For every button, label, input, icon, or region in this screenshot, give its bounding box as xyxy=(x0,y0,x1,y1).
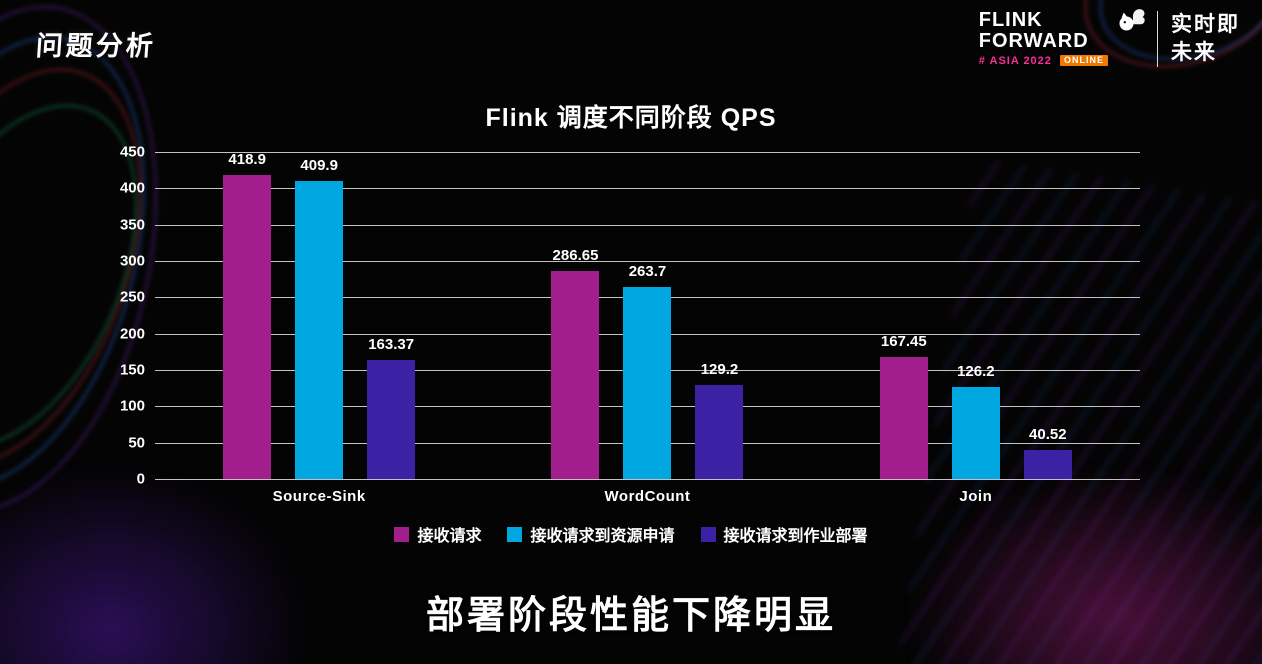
gridline xyxy=(155,188,1140,190)
gridline xyxy=(155,479,1140,480)
flink-squirrel-icon xyxy=(1112,3,1146,38)
logo-subline: # ASIA 2022 ONLINE xyxy=(978,54,1108,67)
logo-divider xyxy=(1157,10,1158,67)
bar-value-label: 263.7 xyxy=(628,263,667,281)
legend-swatch xyxy=(700,526,716,542)
bar-value-label: 167.45 xyxy=(880,333,927,351)
plot-area: 418.9 409.9 163.37 286.65 263.7 129.2 167.45 12… xyxy=(155,151,1140,480)
online-badge: ONLINE xyxy=(1059,54,1108,66)
legend-label: 接收请求 xyxy=(417,528,482,545)
bar: 40.52 xyxy=(1023,426,1072,479)
legend: 接收请求 接收请求到资源申请 接收请求到作业部署 xyxy=(0,522,1262,546)
gridline xyxy=(155,261,1140,262)
logo-line-forward: FORWARD xyxy=(978,29,1089,52)
y-axis: 450 400 350 300 250 200 150 100 50 0 xyxy=(90,144,145,488)
category-label: Join xyxy=(959,488,993,505)
footer-headline: 部署阶段性能下降明显 xyxy=(425,595,836,637)
bar: 126.2 xyxy=(951,363,1000,479)
y-tick-label: 350 xyxy=(119,216,145,234)
page-title: 问题分析 xyxy=(34,31,157,61)
bar: 163.37 xyxy=(367,336,416,479)
y-tick-label: 150 xyxy=(119,361,145,379)
y-tick-label: 50 xyxy=(128,434,145,452)
logo-line-flink: FLINK xyxy=(978,9,1043,31)
logo-text-block: FLINK FORWARD # ASIA 2022 ONLINE xyxy=(978,9,1145,67)
legend-swatch xyxy=(394,526,410,542)
bar: 286.65 xyxy=(551,247,600,479)
bar-group-wordcount: 286.65 263.7 129.2 xyxy=(483,152,811,479)
bar-value-label: 286.65 xyxy=(552,246,599,264)
chart-title: Flink 调度不同阶段 QPS xyxy=(485,104,777,132)
y-tick-label: 400 xyxy=(119,179,145,197)
bar: 167.45 xyxy=(879,333,928,479)
legend-label: 接收请求到资源申请 xyxy=(530,528,675,545)
logo-hash: # xyxy=(978,54,986,67)
bar-group-join: 167.45 126.2 40.52 xyxy=(812,152,1140,479)
legend-item: 接收请求到作业部署 xyxy=(700,522,868,546)
legend-item: 接收请求 xyxy=(394,522,481,546)
tagline-line1: 实时即 xyxy=(1171,13,1240,37)
flink-forward-logo: FLINK FORWARD # ASIA 2022 ONLINE 实时即 未来 xyxy=(978,9,1240,67)
bar-value-label: 126.2 xyxy=(957,363,995,381)
legend-item: 接收请求到资源申请 xyxy=(507,522,675,546)
y-tick-label: 100 xyxy=(119,397,145,415)
category-label: WordCount xyxy=(604,488,691,505)
bar-value-label: 163.37 xyxy=(368,336,415,354)
y-tick-label: 250 xyxy=(119,288,145,306)
bar-groups: 418.9 409.9 163.37 286.65 263.7 129.2 167.45 12… xyxy=(155,151,1140,479)
y-tick-label: 300 xyxy=(119,252,145,270)
gridline xyxy=(155,152,1140,153)
logo-tagline: 实时即 未来 xyxy=(1171,11,1240,66)
bar: 263.7 xyxy=(623,263,672,479)
tagline-line2: 未来 xyxy=(1171,40,1217,64)
y-tick-label: 200 xyxy=(119,325,145,343)
x-axis-labels: Source-Sink WordCount Join xyxy=(155,488,1140,505)
y-tick-label: 0 xyxy=(136,470,145,488)
y-tick-label: 450 xyxy=(119,143,145,161)
logo-event-text: ASIA 2022 xyxy=(989,54,1052,67)
bar: 409.9 xyxy=(295,157,344,479)
bar-value-label: 40.52 xyxy=(1029,425,1067,443)
bar-value-label: 409.9 xyxy=(300,157,338,175)
category-label: Source-Sink xyxy=(272,488,366,505)
legend-swatch xyxy=(507,526,523,542)
legend-label: 接收请求到作业部署 xyxy=(723,528,868,545)
gridline xyxy=(155,224,1140,226)
bar-value-label: 418.9 xyxy=(228,150,266,168)
bar: 418.9 xyxy=(223,151,272,479)
bar-value-label: 129.2 xyxy=(700,361,739,379)
bar-group-source-sink: 418.9 409.9 163.37 xyxy=(155,151,483,479)
bar: 129.2 xyxy=(695,361,744,479)
